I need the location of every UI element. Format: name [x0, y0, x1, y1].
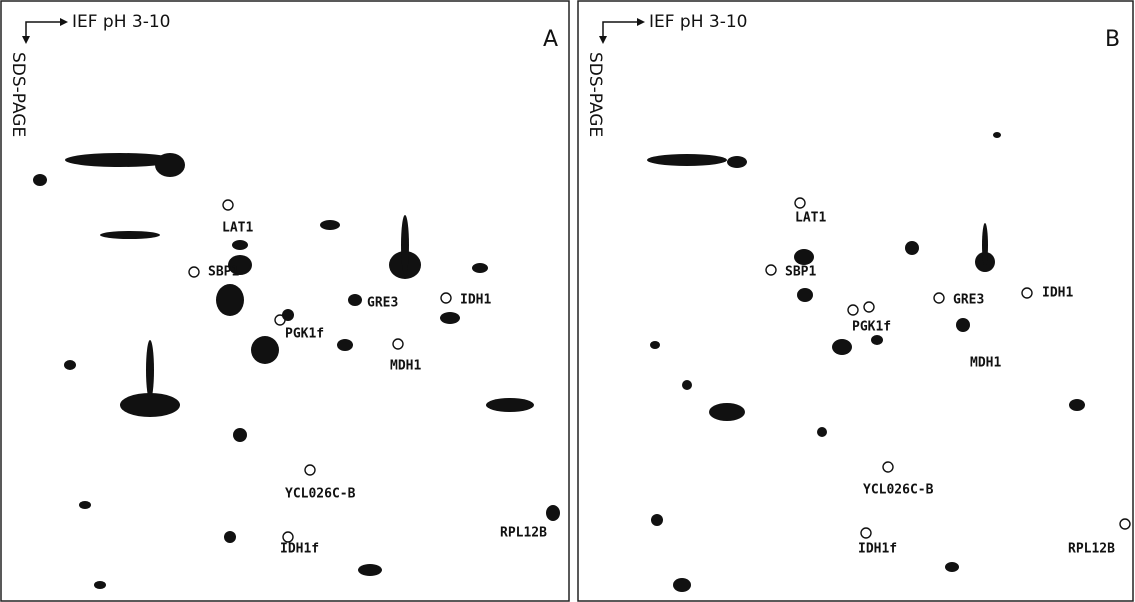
gel-spot: [100, 231, 160, 239]
spot-ring: [933, 292, 945, 304]
arrow-head: [637, 18, 645, 26]
gel-spot: [320, 220, 340, 230]
y-axis-label: SDS-PAGE: [8, 52, 28, 137]
spot-label: MDH1: [970, 356, 1001, 371]
gel-spot: [146, 340, 154, 400]
spot-label: GRE3: [367, 296, 398, 311]
spot-ring: [882, 461, 894, 473]
spot-label: IDH1: [1042, 286, 1073, 301]
gel-spot: [282, 309, 294, 321]
spot-ring: [1021, 287, 1033, 299]
spot-label: MDH1: [390, 359, 421, 374]
y-axis-label: SDS-PAGE: [585, 52, 605, 137]
gel-spot: [651, 514, 663, 526]
spot-ring: [863, 301, 875, 313]
gel-spot: [65, 153, 175, 167]
spot-label: SBP1: [785, 265, 816, 280]
spot-label: LAT1: [222, 221, 253, 236]
gel-spot: [709, 403, 745, 421]
panel-letter: B: [1105, 27, 1120, 52]
gel-spot: [64, 360, 76, 370]
spot-ring: [392, 338, 404, 350]
spot-label: GRE3: [953, 293, 984, 308]
panel-frame: [577, 0, 1134, 602]
gel-spot: [120, 393, 180, 417]
panel-frame: [0, 0, 570, 602]
panel-letter: A: [543, 27, 558, 52]
arrow-head: [599, 36, 607, 44]
gel-spot: [224, 531, 236, 543]
spot-label: IDH1f: [280, 542, 319, 557]
gel-spot: [401, 215, 409, 275]
gel-spot: [727, 156, 747, 168]
spot-label: SBP1: [208, 265, 239, 280]
gel-spot: [155, 153, 185, 177]
gel-spot: [94, 581, 106, 589]
gel-spot: [673, 578, 691, 592]
spot-ring: [304, 464, 316, 476]
spot-ring: [274, 314, 286, 326]
x-axis-label: IEF pH 3-10: [72, 12, 171, 32]
spot-label: PGK1f: [852, 320, 891, 335]
spot-label: YCL026C-B: [863, 483, 934, 498]
gel-spot: [993, 132, 1001, 138]
gel-spot: [486, 398, 534, 412]
spot-ring: [847, 304, 859, 316]
gel-spot: [817, 427, 827, 437]
gel-spot: [832, 339, 852, 355]
spot-label: RPL12B: [500, 526, 547, 541]
gel-spot: [905, 241, 919, 255]
spot-ring: [222, 199, 234, 211]
spot-ring: [1119, 518, 1131, 530]
spot-ring: [860, 527, 872, 539]
gel-spot: [232, 240, 248, 250]
x-axis-label: IEF pH 3-10: [649, 12, 748, 32]
gel-spot: [546, 505, 560, 521]
axis-arrow: [602, 21, 639, 40]
gel-spot: [472, 263, 488, 273]
spot-label: IDH1f: [858, 542, 897, 557]
gel-spot: [647, 154, 727, 166]
gel-spot: [33, 174, 47, 186]
gel-spot: [982, 223, 988, 267]
gel-spot: [228, 255, 252, 275]
spot-label: YCL026C-B: [285, 487, 356, 502]
spot-ring: [282, 531, 294, 543]
spot-label: PGK1f: [285, 327, 324, 342]
gel-spot: [956, 318, 970, 332]
spot-label: RPL12B: [1068, 542, 1115, 557]
gel-spot: [216, 284, 244, 316]
gel-spot: [945, 562, 959, 572]
spot-label: IDH1: [460, 293, 491, 308]
spot-ring: [794, 197, 806, 209]
spot-ring: [765, 264, 777, 276]
axis-arrow: [25, 21, 62, 40]
spot-ring: [440, 292, 452, 304]
gel-spot: [871, 335, 883, 345]
gel-spot: [1069, 399, 1085, 411]
spot-ring: [188, 266, 200, 278]
gel-spot: [348, 294, 362, 306]
spot-label: LAT1: [795, 211, 826, 226]
gel-spot: [358, 564, 382, 576]
arrow-head: [60, 18, 68, 26]
gel-spot: [79, 501, 91, 509]
gel-spot: [797, 288, 813, 302]
gel-spot: [682, 380, 692, 390]
gel-spot: [337, 339, 353, 351]
arrow-head: [22, 36, 30, 44]
gel-spot: [794, 249, 814, 265]
gel-spot: [251, 336, 279, 364]
gel-spot: [440, 312, 460, 324]
gel-spot: [233, 428, 247, 442]
gel-spot: [650, 341, 660, 349]
